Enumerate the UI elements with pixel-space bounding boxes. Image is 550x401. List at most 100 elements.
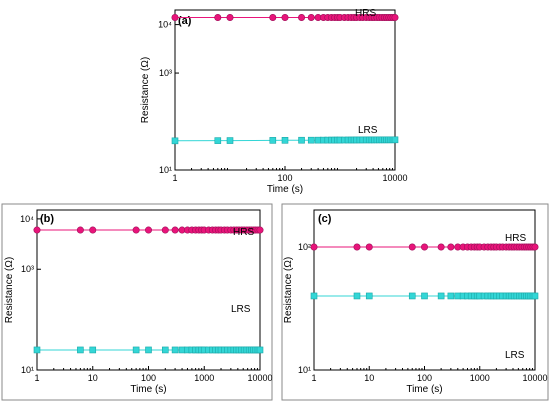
data-point — [281, 14, 289, 22]
data-point — [447, 243, 455, 251]
data-point — [256, 346, 264, 354]
data-point — [420, 243, 428, 251]
data-point — [298, 14, 306, 22]
data-point — [365, 243, 373, 251]
y-tick-label: 10⁴ — [158, 20, 172, 30]
series-hrs: HRS — [33, 226, 264, 238]
data-point — [269, 14, 277, 22]
data-point — [171, 14, 179, 22]
x-tick-label: 10 — [364, 373, 374, 383]
chart-panel-3: 1 10 100 1000 10000 10¹ 10² Time (s) Resistance … — [281, 203, 549, 401]
data-point — [226, 137, 234, 144]
data-point — [408, 243, 416, 251]
plot-area — [313, 209, 536, 371]
y-tick-label: 10³ — [159, 68, 172, 78]
data-point — [132, 226, 140, 234]
y-tick-label: 10³ — [21, 264, 34, 274]
data-point — [365, 292, 373, 300]
data-point — [408, 292, 416, 300]
panel-frame — [1, 203, 273, 401]
data-point — [171, 137, 179, 145]
data-point — [353, 292, 361, 300]
data-point — [437, 292, 445, 300]
data-point — [269, 137, 277, 144]
x-axis-title: Time (s) — [406, 384, 442, 395]
x-tick-label: 10000 — [247, 373, 272, 383]
y-tick-label: 10¹ — [298, 365, 311, 375]
panel-label: (c) — [318, 213, 332, 225]
series-label-hrs: HRS — [233, 227, 254, 238]
data-point — [307, 136, 315, 144]
y-tick-label: 10² — [298, 242, 311, 252]
panel-label: (a) — [178, 15, 192, 27]
x-tick-label: 100 — [417, 373, 432, 383]
x-tick-label: 10 — [88, 373, 98, 383]
data-point — [353, 243, 361, 251]
data-point — [161, 226, 169, 234]
y-tick-label: 10¹ — [21, 365, 34, 375]
data-point — [214, 14, 222, 22]
y-tick-label: 10¹ — [159, 165, 172, 175]
data-point — [310, 292, 318, 300]
series-label-lrs: LRS — [505, 350, 525, 361]
data-point — [226, 14, 234, 22]
data-point — [132, 346, 140, 354]
data-point — [171, 226, 179, 234]
data-point — [214, 137, 222, 144]
y-axis-title: Resistance (Ω) — [4, 257, 15, 323]
series-label-lrs: LRS — [231, 304, 251, 315]
panel-frame — [281, 203, 549, 401]
data-point — [391, 136, 399, 144]
data-point — [145, 346, 152, 354]
data-point — [391, 14, 399, 22]
data-point — [178, 346, 186, 354]
data-point — [307, 14, 315, 22]
data-point — [281, 137, 289, 144]
data-point — [310, 243, 318, 251]
chart-panel-1: 1 100 10000 10¹ 10³ 10⁴ Time (s) Resistance (Ω)… — [140, 8, 408, 195]
series-hrs: HRS — [310, 233, 539, 251]
series-label-hrs: HRS — [505, 233, 526, 244]
x-axis-title: Time (s) — [130, 384, 166, 395]
y-tick-label: 10⁴ — [20, 214, 34, 224]
data-point — [437, 243, 445, 251]
series-lrs: LRS — [310, 292, 539, 361]
data-point — [33, 226, 41, 234]
panel-label: (b) — [40, 213, 54, 225]
plot-area — [36, 209, 261, 371]
series-lrs: LRS — [33, 304, 264, 354]
data-point — [531, 243, 539, 251]
data-point — [145, 226, 153, 234]
x-tick-label: 10000 — [522, 373, 547, 383]
chart-panel-2: 1 10 100 1000 10000 10¹ 10³ 10⁴ Time (s) Resistan… — [1, 203, 273, 401]
y-axis-title: Resistance (Ω) — [283, 257, 294, 323]
x-tick-label: 1000 — [470, 373, 490, 383]
data-point — [77, 346, 84, 354]
data-point — [76, 226, 84, 234]
data-point — [89, 346, 97, 354]
x-tick-label: 1000 — [194, 373, 214, 383]
data-point — [89, 226, 97, 234]
data-point — [171, 346, 179, 354]
x-tick-label: 1 — [34, 373, 39, 383]
x-tick-label: 10000 — [382, 173, 407, 183]
series-lrs: LRS — [171, 125, 399, 145]
x-tick-label: 1 — [172, 173, 177, 183]
x-tick-label: 100 — [141, 373, 156, 383]
data-point — [421, 292, 428, 300]
data-point — [256, 226, 264, 234]
data-point — [33, 346, 41, 354]
data-point — [447, 292, 455, 300]
series-label-hrs: HRS — [355, 8, 376, 19]
series-label-lrs: LRS — [358, 125, 378, 136]
data-point — [531, 292, 539, 300]
x-tick-label: 1 — [311, 373, 316, 383]
series-hrs: HRS — [171, 8, 399, 22]
x-tick-label: 100 — [277, 173, 292, 183]
plot-area — [174, 9, 396, 171]
x-axis-title: Time (s) — [267, 184, 303, 195]
data-point — [161, 346, 169, 354]
data-point — [298, 136, 305, 144]
y-axis-title: Resistance (Ω) — [140, 57, 151, 123]
